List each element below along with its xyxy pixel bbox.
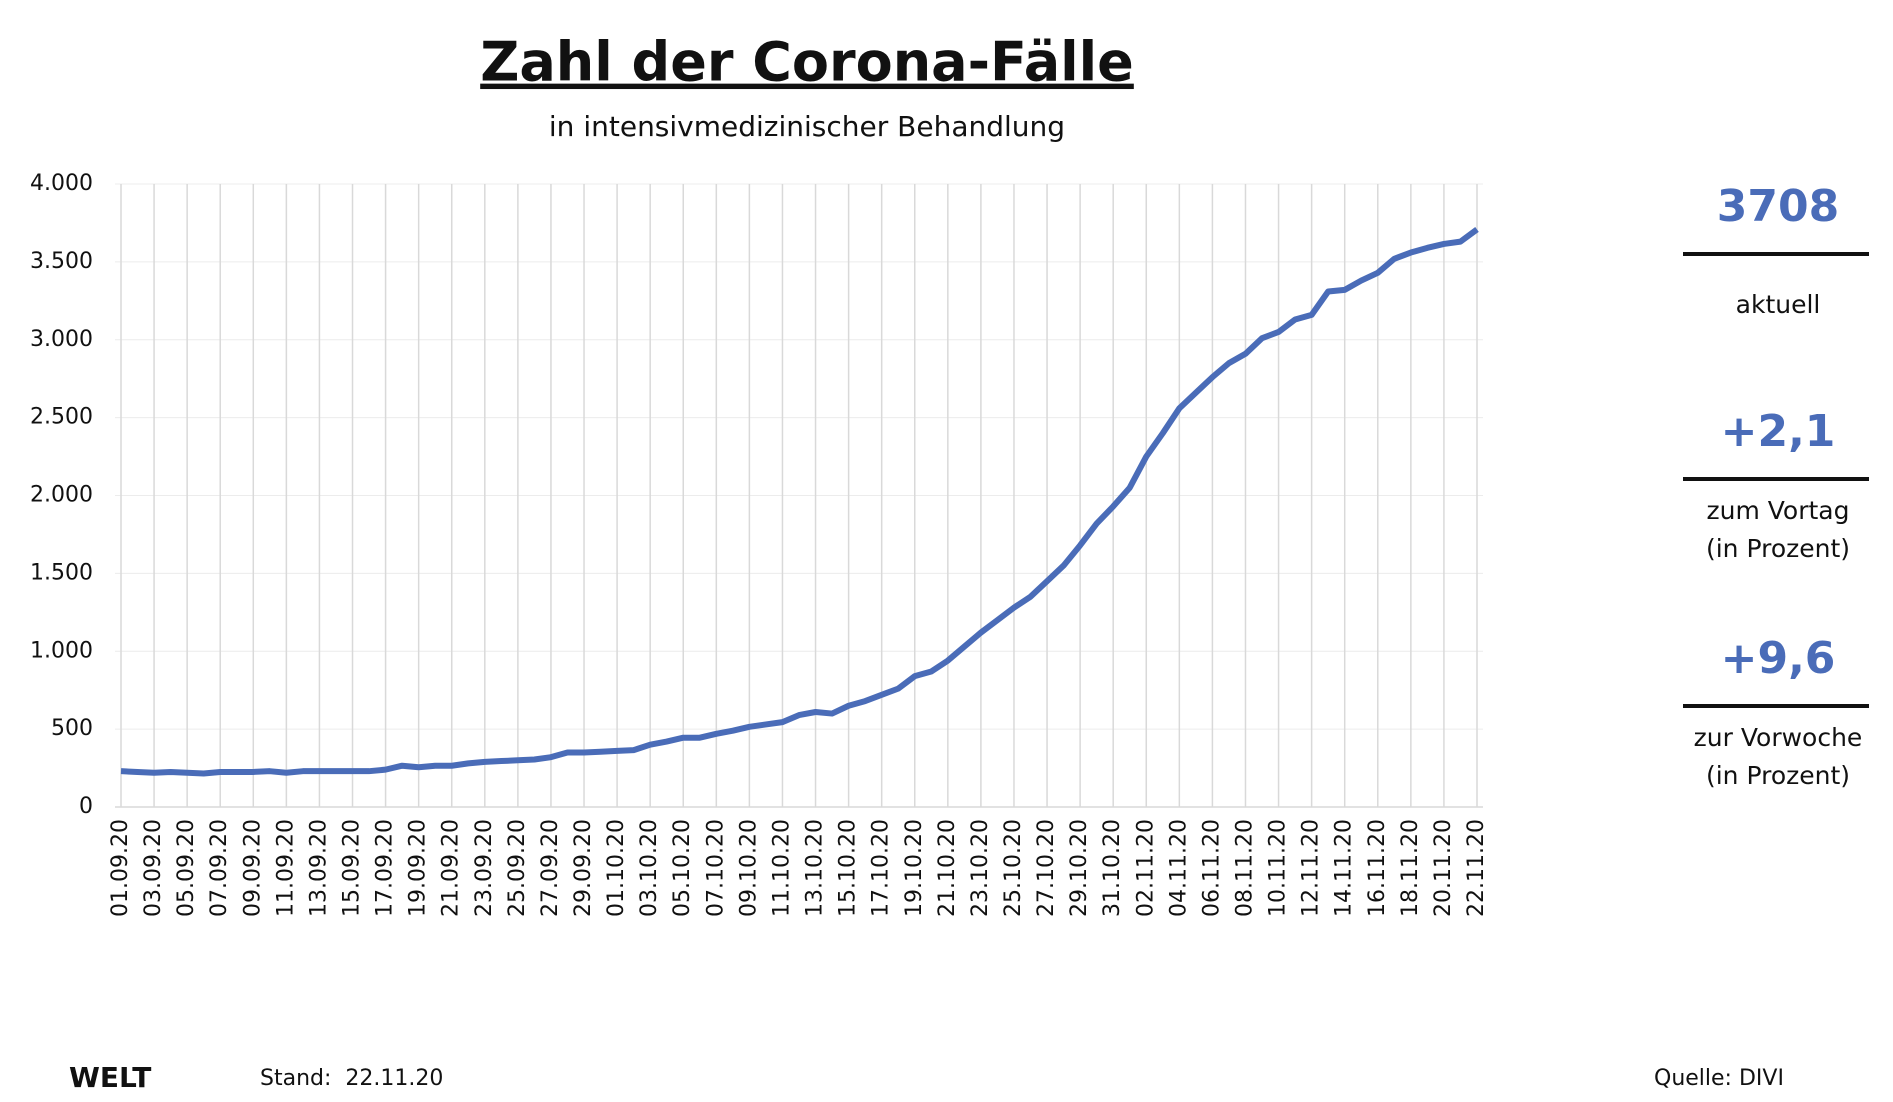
kpi-label: aktuell <box>1736 290 1821 319</box>
kpi-label: (in Prozent) <box>1706 761 1850 790</box>
x-tick-label: 12.11.20 <box>1299 819 1324 917</box>
x-tick-label: 27.10.20 <box>1034 819 1059 917</box>
kpi-label: (in Prozent) <box>1706 534 1850 563</box>
x-tick-label: 17.10.20 <box>869 819 894 917</box>
x-tick-label: 09.10.20 <box>736 819 761 917</box>
x-tick-label: 19.10.20 <box>902 819 927 917</box>
x-tick-label: 11.10.20 <box>769 819 794 917</box>
kpi-label: zum Vortag <box>1707 496 1850 525</box>
x-tick-label: 13.10.20 <box>803 819 828 917</box>
x-tick-label: 16.11.20 <box>1365 819 1390 917</box>
stand: Stand: 22.11.20 <box>260 1066 443 1091</box>
x-tick-label: 05.10.20 <box>670 819 695 917</box>
y-tick-label: 1.000 <box>30 638 93 663</box>
x-tick-label: 15.09.20 <box>340 819 365 917</box>
x-tick-label: 23.09.20 <box>472 819 497 917</box>
x-tick-label: 06.11.20 <box>1199 819 1224 917</box>
x-tick-label: 25.09.20 <box>505 819 530 917</box>
x-tick-label: 22.11.20 <box>1464 819 1489 917</box>
x-tick-label: 25.10.20 <box>1001 819 1026 917</box>
x-tick-label: 18.11.20 <box>1398 819 1423 917</box>
x-tick-label: 23.10.20 <box>968 819 993 917</box>
kpi-label: zur Vorwoche <box>1694 723 1863 752</box>
chart-subtitle: in intensivmedizinischer Behandlung <box>549 110 1065 143</box>
x-tick-label: 04.11.20 <box>1166 819 1191 917</box>
x-tick-label: 21.09.20 <box>439 819 464 917</box>
x-tick-label: 07.10.20 <box>703 819 728 917</box>
kpi-value: +2,1 <box>1721 406 1836 457</box>
x-tick-label: 09.09.20 <box>240 819 265 917</box>
source: Quelle: DIVI <box>1654 1066 1784 1091</box>
kpi-value: +9,6 <box>1721 633 1836 684</box>
x-tick-label: 01.10.20 <box>604 819 629 917</box>
y-tick-label: 3.500 <box>30 249 93 274</box>
x-tick-label: 01.09.20 <box>108 819 133 917</box>
chart-title: Zahl der Corona-Fälle <box>480 31 1134 94</box>
x-tick-label: 07.09.20 <box>207 819 232 917</box>
x-tick-label: 20.11.20 <box>1431 819 1456 917</box>
y-tick-label: 4.000 <box>30 171 93 196</box>
x-tick-label: 31.10.20 <box>1100 819 1125 917</box>
x-tick-label: 29.10.20 <box>1067 819 1092 917</box>
y-tick-label: 3.000 <box>30 327 93 352</box>
y-tick-label: 1.500 <box>30 560 93 585</box>
y-tick-label: 2.000 <box>30 483 93 508</box>
x-tick-label: 02.11.20 <box>1133 819 1158 917</box>
x-tick-label: 17.09.20 <box>373 819 398 917</box>
x-tick-label: 14.11.20 <box>1332 819 1357 917</box>
x-tick-label: 11.09.20 <box>273 819 298 917</box>
y-tick-label: 2.500 <box>30 405 93 430</box>
x-tick-label: 08.11.20 <box>1232 819 1257 917</box>
brand: WELT <box>69 1061 151 1094</box>
x-tick-label: 05.09.20 <box>174 819 199 917</box>
y-tick-label: 0 <box>79 794 93 819</box>
data-line <box>120 227 1479 777</box>
x-tick-label: 15.10.20 <box>836 819 861 917</box>
kpi-value: 3708 <box>1717 181 1839 232</box>
x-tick-label: 27.09.20 <box>538 819 563 917</box>
y-tick-label: 500 <box>51 716 93 741</box>
x-tick-label: 10.11.20 <box>1266 819 1291 917</box>
x-tick-label: 21.10.20 <box>935 819 960 917</box>
x-tick-label: 29.09.20 <box>571 819 596 917</box>
x-tick-label: 03.09.20 <box>141 819 166 917</box>
x-tick-label: 03.10.20 <box>637 819 662 917</box>
x-tick-label: 13.09.20 <box>306 819 331 917</box>
x-tick-label: 19.09.20 <box>406 819 431 917</box>
